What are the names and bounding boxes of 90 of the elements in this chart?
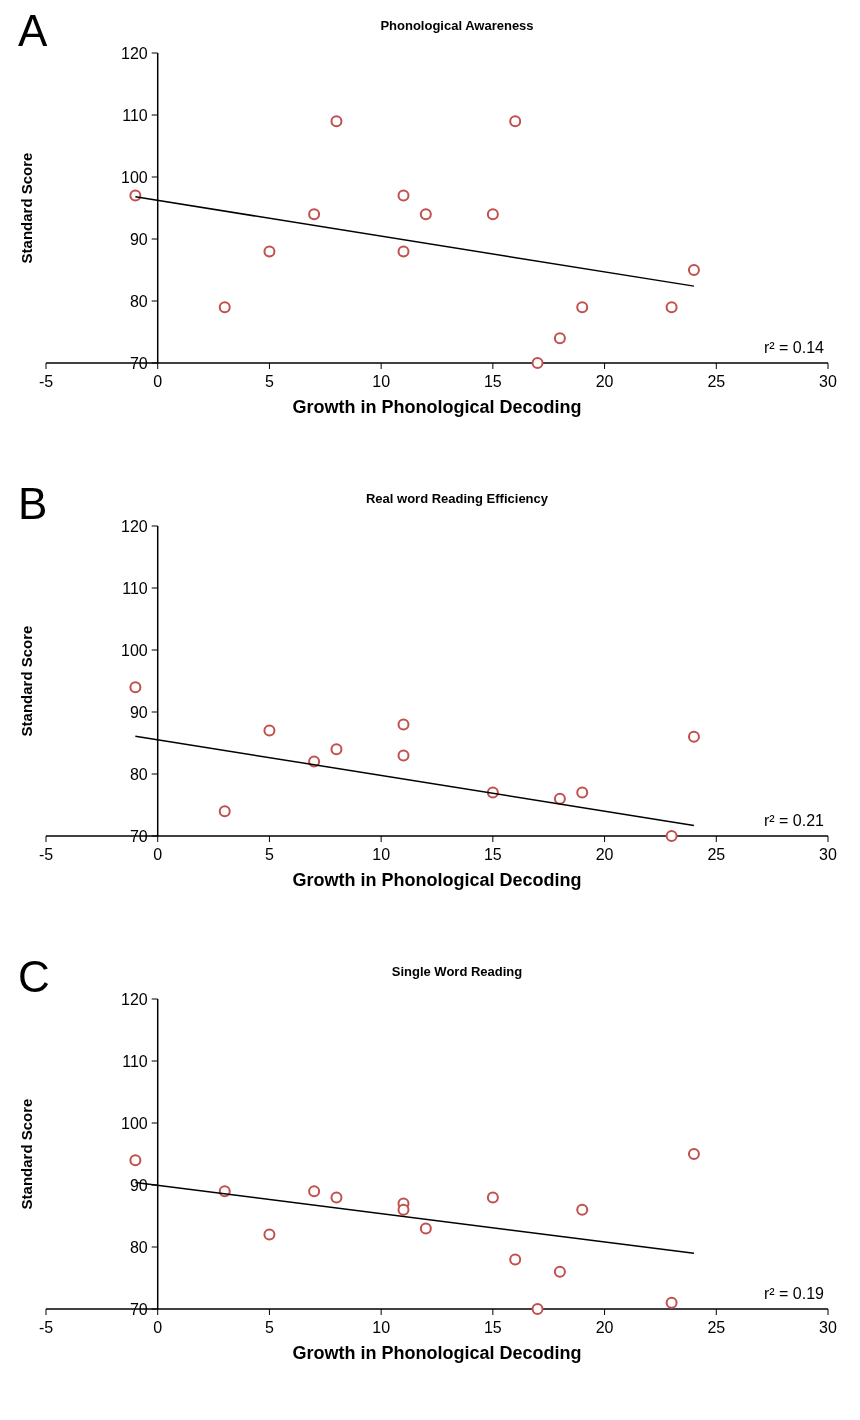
y-tick-label: 120 (121, 991, 148, 1008)
y-tick-label: 80 (129, 293, 148, 310)
y-tick-label: 90 (129, 231, 148, 248)
x-tick-label: -5 (38, 1319, 54, 1336)
x-axis-title: Growth in Phonological Decoding (292, 870, 582, 890)
x-tick-label: 5 (264, 1319, 274, 1336)
x-tick-label: 25 (707, 846, 726, 863)
point (263, 245, 276, 258)
point (263, 724, 276, 737)
x-tick-label: 10 (372, 846, 391, 863)
x-tick-label: 10 (372, 373, 391, 390)
x-tick-label: 0 (153, 373, 163, 390)
y-tick-label: 110 (122, 107, 148, 124)
x-tick-label: 5 (264, 373, 274, 390)
x-tick-label: 25 (707, 1319, 726, 1336)
x-tick-label: 0 (153, 846, 163, 863)
point (308, 1185, 321, 1198)
point (308, 208, 321, 221)
y-tick-label: 110 (122, 580, 148, 597)
point (129, 1154, 142, 1167)
point (576, 1203, 589, 1216)
x-tick-label: 15 (483, 373, 502, 390)
point (486, 208, 499, 221)
point (531, 357, 544, 369)
x-tick-label: 30 (819, 846, 837, 863)
y-tick-label: 120 (121, 518, 148, 535)
point (397, 718, 410, 731)
x-axis-title: Growth in Phonological Decoding (292, 1343, 582, 1363)
annotation: A (18, 6, 48, 55)
point (397, 749, 410, 762)
point (330, 1191, 343, 1204)
x-axis-title: Growth in Phonological Decoding (292, 397, 582, 417)
chart-title: Single Word Reading (391, 964, 523, 979)
y-tick-label: 100 (121, 169, 148, 186)
point (397, 245, 410, 258)
point (509, 1253, 522, 1266)
y-axis-title: Standard Score (18, 1098, 35, 1210)
x-tick-label: 25 (707, 373, 726, 390)
x-tick-label: 15 (483, 1319, 502, 1336)
point (330, 115, 343, 128)
y-tick-label: 80 (129, 766, 148, 783)
point (665, 301, 678, 314)
y-tick-label: 90 (129, 704, 148, 721)
point (576, 786, 589, 799)
x-tick-label: 10 (372, 1319, 391, 1336)
annotation: B (18, 479, 48, 528)
point (397, 1203, 410, 1216)
x-tick-label: 20 (595, 846, 614, 863)
y-tick-label: 100 (121, 1115, 148, 1132)
point (687, 1148, 700, 1160)
point (397, 189, 410, 202)
x-tick-label: -5 (38, 846, 54, 863)
point (263, 1228, 276, 1241)
y-tick-label: 110 (122, 1053, 148, 1070)
point (553, 332, 566, 345)
x-tick-label: 20 (595, 373, 614, 390)
point (129, 681, 142, 694)
annotation: r² = 0.14 (763, 339, 825, 356)
point (576, 301, 589, 314)
x-tick-label: 15 (483, 846, 502, 863)
y-axis-title: Standard Score (18, 152, 35, 264)
point (330, 743, 343, 756)
annotation: r² = 0.21 (763, 812, 825, 829)
chart-title: Phonological Awareness (380, 18, 534, 33)
point (419, 1222, 432, 1235)
annotation: r² = 0.19 (763, 1285, 825, 1302)
y-tick-label: 80 (129, 1239, 148, 1256)
point (665, 830, 678, 842)
point (509, 115, 522, 128)
x-tick-label: 30 (819, 1319, 837, 1336)
y-tick-label: 100 (121, 642, 148, 659)
point (553, 1265, 566, 1278)
point (687, 264, 700, 276)
y-axis-title: Standard Score (18, 625, 35, 737)
point (419, 208, 432, 221)
point (687, 730, 700, 743)
point (665, 1296, 678, 1309)
x-tick-label: 0 (153, 1319, 163, 1336)
point (553, 792, 566, 805)
chart-title: Real word Reading Efficiency (365, 491, 549, 506)
y-tick-label: 120 (121, 45, 148, 62)
x-tick-label: 5 (264, 846, 274, 863)
x-tick-label: 30 (819, 373, 837, 390)
x-tick-label: 20 (595, 1319, 614, 1336)
annotation: C (18, 952, 50, 1001)
point (531, 1303, 544, 1315)
point (218, 805, 231, 818)
x-tick-label: -5 (38, 373, 54, 390)
point (218, 301, 231, 314)
point (486, 1191, 499, 1204)
